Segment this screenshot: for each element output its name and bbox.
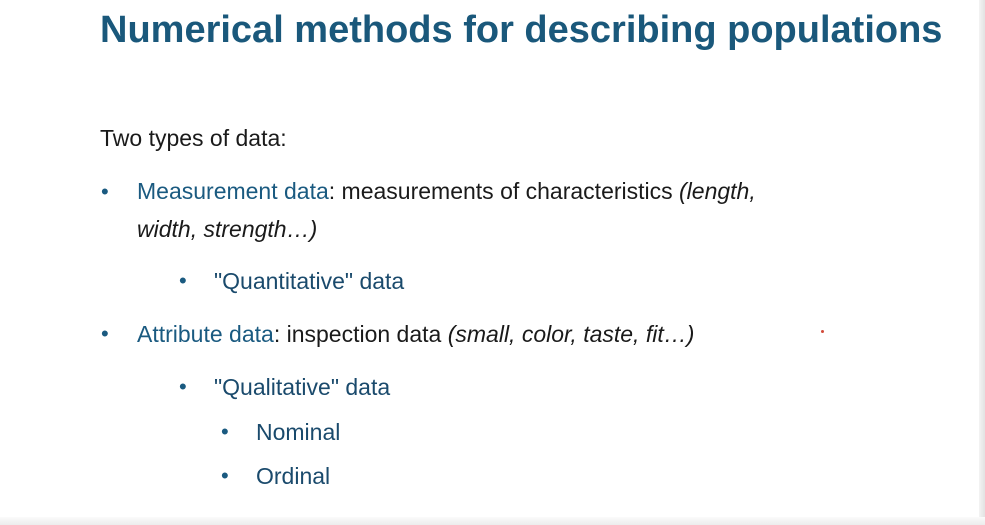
bullet-icon: • — [179, 268, 187, 293]
examples-text: (length, — [679, 178, 756, 204]
examples-text-continued: width, strength…) — [137, 216, 318, 242]
bullet-icon: • — [221, 463, 229, 488]
examples-text: (small, color, taste, fit…) — [447, 321, 695, 347]
slide-right-edge — [979, 0, 985, 525]
term-separator: : — [273, 321, 281, 347]
bullet-icon: • — [101, 179, 109, 204]
bullet-icon: • — [221, 419, 229, 444]
description-text: inspection data — [280, 321, 448, 347]
slide-bottom-edge — [0, 517, 985, 525]
list-item-ordinal: Ordinal — [256, 463, 331, 489]
list-item-qualitative-data: "Qualitative" data — [214, 374, 391, 400]
bullet-icon: • — [179, 374, 187, 399]
term-attribute-data: Attribute data — [137, 321, 274, 347]
bullet-icon: • — [101, 321, 109, 346]
slide-title: Numerical methods for describing populat… — [100, 9, 943, 51]
list-item-quantitative-data: "Quantitative" data — [214, 268, 405, 294]
list-item-attribute-data: Attribute data: inspection data (small, … — [137, 320, 694, 348]
list-item-measurement-data: Measurement data: measurements of charac… — [137, 177, 756, 205]
intro-text: Two types of data: — [100, 125, 287, 151]
list-item-measurement-data-continued: width, strength…) — [137, 215, 317, 243]
term-measurement-data: Measurement data — [137, 178, 329, 204]
term-separator: : — [328, 178, 336, 204]
list-item-nominal: Nominal — [256, 419, 341, 445]
pointer-dot — [821, 330, 824, 333]
description-text: measurements of characteristics — [335, 178, 680, 204]
